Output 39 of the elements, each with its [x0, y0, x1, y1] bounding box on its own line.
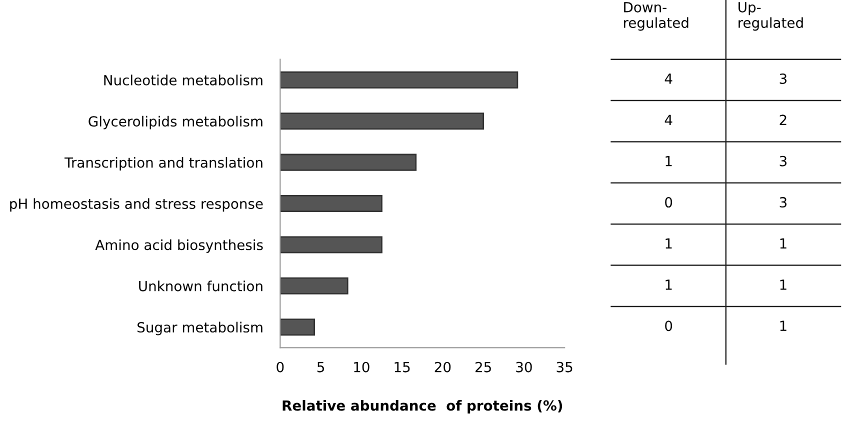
- text: 4: [664, 74, 672, 84]
- text: 1: [666, 238, 672, 249]
- text: 1: [666, 280, 672, 290]
- x-tick-label: 30: [516, 362, 532, 372]
- x-tick-label: 10: [354, 362, 370, 372]
- text: Down- regulated: [624, 2, 688, 31]
- bar: [280, 112, 484, 130]
- x-tick-label: 35: [556, 362, 572, 372]
- y-tick-label: Glycerolipids metabolism: [88, 116, 262, 130]
- y-tick-label: Transcription and translation: [64, 157, 262, 170]
- x-tick-label: 5: [317, 362, 324, 372]
- bar: [280, 154, 417, 171]
- bar: [280, 236, 382, 254]
- x-tick-label: 15: [394, 362, 410, 372]
- bar: [280, 195, 382, 212]
- text: 1: [666, 156, 672, 166]
- text: 3: [780, 73, 787, 84]
- x-tick-label: 0: [276, 362, 284, 372]
- x-tick-label: 25: [476, 362, 491, 372]
- y-tick-label: Nucleotide metabolism: [104, 74, 262, 86]
- x-axis-title: Relative abundance of proteins (%): [282, 400, 562, 414]
- text: 1: [780, 238, 786, 249]
- text: 3: [780, 197, 787, 208]
- bar: [280, 71, 518, 88]
- y-tick-label: Sugar metabolism: [138, 322, 262, 336]
- text: 3: [780, 156, 787, 166]
- bar: [280, 277, 348, 294]
- text: 4: [664, 114, 672, 125]
- bar: [280, 318, 315, 336]
- text: 0: [665, 197, 672, 208]
- text: 1: [780, 280, 786, 290]
- y-tick-label: Unknown function: [139, 280, 262, 292]
- text: Up- regulated: [738, 2, 803, 31]
- text: 0: [665, 320, 672, 332]
- y-tick-label: pH homeostasis and stress response: [10, 198, 263, 212]
- y-tick-label: Amino acid biosynthesis: [95, 239, 263, 253]
- x-tick-label: 20: [434, 362, 451, 372]
- text: 2: [780, 114, 786, 125]
- text: 1: [780, 320, 786, 331]
